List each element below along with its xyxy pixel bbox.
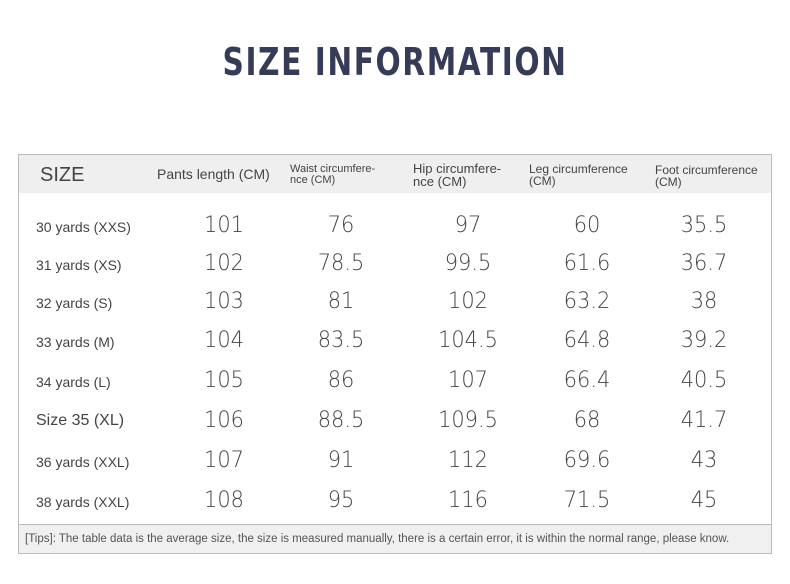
cell-value: 60	[573, 213, 601, 238]
table-row: 32 yards (S) 103 81 102 63.2 38	[19, 287, 771, 317]
cell-value: 112	[448, 448, 488, 473]
cell-value: 61.6	[563, 251, 611, 276]
cell-value: 107	[448, 368, 488, 393]
size-label: 34 yards (L)	[36, 374, 111, 390]
size-label: 31 yards (XS)	[36, 257, 122, 273]
cell-value: 107	[204, 448, 244, 473]
cell-value: 76	[327, 213, 355, 238]
header-size: SIZE	[40, 164, 85, 186]
cell-value: 103	[204, 289, 244, 314]
cell-value: 102	[448, 289, 488, 314]
cell-value: 43	[690, 448, 718, 473]
cell-value: 64.8	[563, 328, 611, 353]
cell-value: 38	[690, 289, 718, 314]
cell-value: 86	[327, 368, 355, 393]
table-row: 34 yards (L) 105 86 107 66.4 40.5	[19, 366, 771, 396]
cell-value: 35.5	[680, 213, 728, 238]
cell-value: 66.4	[563, 368, 611, 393]
cell-value: 78.5	[317, 251, 365, 276]
header-waist: Waist circumfere-nce (CM)	[290, 163, 376, 186]
cell-value: 88.5	[317, 408, 365, 433]
size-table: SIZE Pants length (CM) Waist circumfere-…	[18, 154, 772, 554]
cell-value: 102	[204, 251, 244, 276]
size-label: 36 yards (XXL)	[36, 454, 130, 470]
cell-value: 106	[204, 408, 244, 433]
table-row: 36 yards (XXL) 107 91 112 69.6 43	[19, 446, 771, 476]
cell-value: 116	[448, 488, 488, 513]
size-label: 30 yards (XXS)	[36, 219, 131, 235]
size-label: Size 35 (XL)	[36, 412, 125, 429]
cell-value: 69.6	[563, 448, 611, 473]
table-row: 30 yards (XXS) 101 76 97 60 35.5	[19, 211, 771, 241]
size-label: 38 yards (XXL)	[36, 494, 130, 510]
cell-value: 108	[204, 488, 244, 513]
cell-value: 109.5	[438, 408, 498, 433]
header-hip: Hip circumfere-nce (CM)	[413, 161, 502, 189]
header-foot: Foot circumference (CM)	[655, 163, 758, 189]
cell-value: 71.5	[563, 488, 611, 513]
cell-value: 81	[327, 289, 355, 314]
cell-value: 99.5	[444, 251, 492, 276]
cell-value: 41.7	[680, 408, 728, 433]
cell-value: 104	[204, 328, 244, 353]
table-header: SIZE Pants length (CM) Waist circumfere-…	[19, 155, 771, 193]
cell-value: 104.5	[438, 328, 498, 353]
cell-value: 83.5	[317, 328, 365, 353]
cell-value: 68	[573, 408, 601, 433]
cell-value: 105	[204, 368, 244, 393]
cell-value: 101	[204, 213, 244, 238]
header-pants-length: Pants length (CM)	[157, 166, 270, 182]
cell-value: 39.2	[680, 328, 728, 353]
table-row: Size 35 (XL) 106 88.5 109.5 68 41.7	[19, 406, 771, 436]
tips-note: [Tips]: The table data is the average si…	[19, 524, 771, 553]
cell-value: 45	[690, 488, 718, 513]
page-title: SIZE INFORMATION	[222, 40, 568, 84]
size-label: 33 yards (M)	[36, 334, 115, 350]
table-row: 33 yards (M) 104 83.5 104.5 64.8 39.2	[19, 326, 771, 356]
header-leg: Leg circumference (CM)	[529, 162, 628, 188]
cell-value: 36.7	[680, 251, 728, 276]
table-row: 38 yards (XXL) 108 95 116 71.5 45	[19, 486, 771, 516]
cell-value: 95	[327, 488, 355, 513]
cell-value: 91	[327, 448, 355, 473]
cell-value: 40.5	[680, 368, 728, 393]
table-row: 31 yards (XS) 102 78.5 99.5 61.6 36.7	[19, 249, 771, 279]
cell-value: 97	[454, 213, 482, 238]
cell-value: 63.2	[563, 289, 611, 314]
size-label: 32 yards (S)	[36, 295, 113, 311]
